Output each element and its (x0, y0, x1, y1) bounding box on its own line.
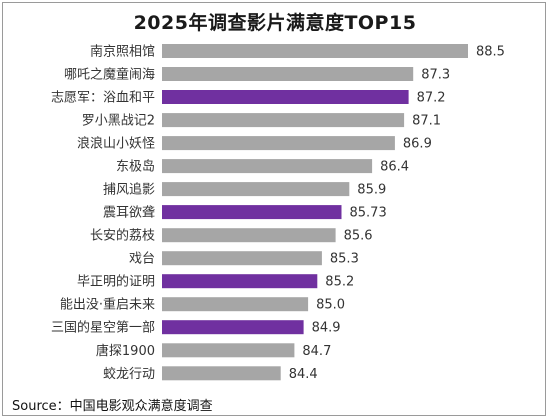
bar-3 (162, 90, 409, 104)
category-label-5: 浪浪山小妖怪 (77, 137, 155, 152)
bar-8 (162, 205, 342, 220)
bar-9 (162, 228, 336, 243)
value-label-1: 88.5 (476, 45, 505, 60)
value-label-11: 85.2 (325, 275, 354, 290)
bar-1 (162, 44, 468, 58)
category-label-7: 捕风追影 (103, 182, 155, 198)
category-label-15: 蛟龙行动 (103, 367, 155, 382)
value-label-13: 84.9 (312, 321, 341, 336)
value-label-6: 86.4 (380, 160, 409, 175)
value-label-2: 87.3 (421, 68, 450, 83)
bar-2 (162, 67, 414, 81)
value-label-14: 84.7 (302, 344, 331, 359)
value-label-8: 85.73 (350, 206, 387, 221)
chart-title: 2025年调查影片满意度TOP15 (133, 12, 417, 34)
bar-5 (162, 136, 395, 151)
category-label-10: 戏台 (129, 252, 155, 267)
value-label-10: 85.3 (330, 252, 359, 267)
bar-15 (162, 366, 281, 381)
bar-12 (162, 297, 309, 312)
value-label-9: 85.6 (344, 229, 373, 244)
category-label-13: 三国的星空第一部 (51, 320, 155, 336)
value-label-5: 86.9 (403, 137, 432, 152)
category-label-9: 长安的荔枝 (90, 228, 155, 244)
category-label-2: 哪吒之魔童闹海 (64, 67, 155, 83)
bar-13 (162, 320, 304, 335)
category-label-14: 唐探1900 (96, 343, 155, 359)
bar-7 (162, 182, 350, 197)
value-label-12: 85.0 (316, 298, 345, 313)
value-label-15: 84.4 (289, 367, 318, 382)
category-label-12: 能出没·重启未来 (60, 297, 155, 313)
value-label-3: 87.2 (417, 91, 446, 106)
bar-14 (162, 343, 295, 358)
value-label-4: 87.1 (412, 114, 441, 129)
bar-11 (162, 274, 318, 289)
category-label-4: 罗小黑战记2 (82, 114, 155, 129)
bar-6 (162, 159, 373, 174)
category-label-1: 南京照相馆 (90, 44, 155, 60)
category-label-8: 震耳欲聋 (103, 205, 155, 221)
category-label-6: 东极岛 (116, 159, 155, 175)
bar-10 (162, 251, 322, 266)
value-label-7: 85.9 (357, 183, 386, 198)
chart-source: Source：中国电影观众满意度调查 (12, 399, 213, 414)
category-label-3: 志愿军：浴血和平 (51, 91, 155, 106)
bar-4 (162, 113, 405, 128)
category-label-11: 毕正明的证明 (77, 274, 155, 290)
